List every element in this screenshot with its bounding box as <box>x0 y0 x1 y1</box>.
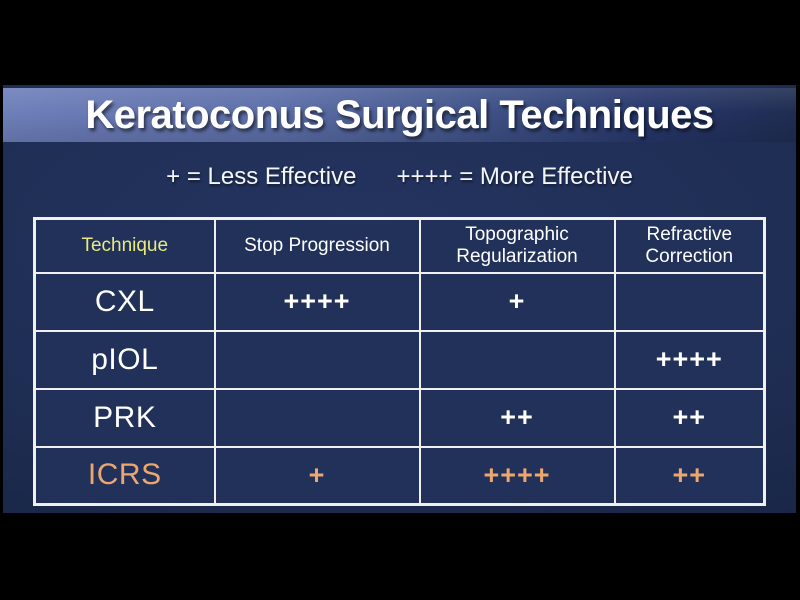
title-banner: Keratoconus Surgical Techniques <box>3 88 796 142</box>
column-header-topographic-regularization: Topographic Regularization <box>418 217 616 274</box>
table-row-piol: pIOL ++++ <box>33 329 766 390</box>
column-header-stop-progression: Stop Progression <box>213 217 421 274</box>
table-row-prk: PRK ++ ++ <box>33 387 766 448</box>
table-row-cxl: CXL ++++ + <box>33 271 766 332</box>
cell-cxl-topographic-regularization: + <box>418 271 616 332</box>
effectiveness-legend: + = Less Effective ++++ = More Effective <box>3 157 796 197</box>
slide-title: Keratoconus Surgical Techniques <box>85 92 714 137</box>
cell-prk-stop-progression <box>213 387 421 448</box>
cell-piol-refractive-correction: ++++ <box>613 329 766 390</box>
cell-cxl-refractive-correction <box>613 271 766 332</box>
techniques-table: Technique Stop Progression Topographic R… <box>33 217 766 506</box>
legend-more-effective: ++++ = More Effective <box>396 163 633 190</box>
cell-prk-refractive-correction: ++ <box>613 387 766 448</box>
legend-less-effective: + = Less Effective <box>166 163 357 190</box>
cell-prk-topographic-regularization: ++ <box>418 387 616 448</box>
column-header-refractive-correction: Refractive Correction <box>613 217 766 274</box>
cell-cxl-stop-progression: ++++ <box>213 271 421 332</box>
cell-cxl-technique: CXL <box>33 271 216 332</box>
cell-piol-technique: pIOL <box>33 329 216 390</box>
cell-piol-topographic-regularization <box>418 329 616 390</box>
table-row-icrs: ICRS + ++++ ++ <box>33 445 766 506</box>
cell-piol-stop-progression <box>213 329 421 390</box>
presentation-slide: Keratoconus Surgical Techniques + = Less… <box>3 85 796 513</box>
cell-icrs-technique: ICRS <box>33 445 216 506</box>
cell-icrs-refractive-correction: ++ <box>613 445 766 506</box>
column-header-technique: Technique <box>33 217 216 274</box>
cell-prk-technique: PRK <box>33 387 216 448</box>
cell-icrs-topographic-regularization: ++++ <box>418 445 616 506</box>
table-header-row: Technique Stop Progression Topographic R… <box>33 217 766 274</box>
cell-icrs-stop-progression: + <box>213 445 421 506</box>
